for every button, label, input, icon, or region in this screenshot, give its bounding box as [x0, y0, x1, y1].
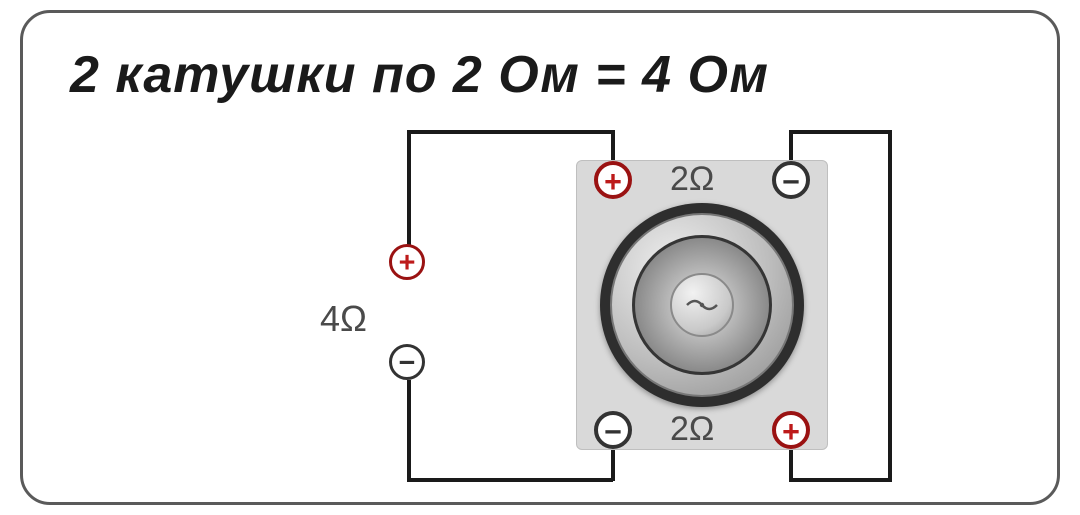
speaker-logo-icon — [685, 297, 719, 313]
amp-plus-terminal: + — [389, 244, 425, 280]
wire-segment — [789, 478, 890, 482]
top-coil-impedance-label: 2Ω — [670, 160, 714, 199]
wire-segment — [789, 448, 793, 481]
bottom-coil-plus-terminal: + — [772, 411, 810, 449]
wire-segment — [407, 380, 411, 480]
top-coil-minus-terminal: − — [772, 161, 810, 199]
wire-segment — [789, 130, 793, 163]
bottom-coil-minus-terminal: − — [594, 411, 632, 449]
wire-segment — [611, 448, 615, 481]
wire-segment — [407, 130, 613, 134]
amp-impedance-label: 4Ω — [320, 298, 367, 340]
speaker-dustcap — [670, 273, 734, 337]
amp-minus-terminal: − — [389, 344, 425, 380]
wire-segment — [407, 478, 613, 482]
top-coil-plus-terminal: + — [594, 161, 632, 199]
wire-segment — [888, 130, 892, 482]
bottom-coil-impedance-label: 2Ω — [670, 410, 714, 449]
wire-segment — [611, 130, 615, 163]
wire-segment — [407, 130, 411, 245]
wire-segment — [789, 130, 890, 134]
diagram-title: 2 катушки по 2 Ом = 4 Ом — [70, 45, 769, 105]
